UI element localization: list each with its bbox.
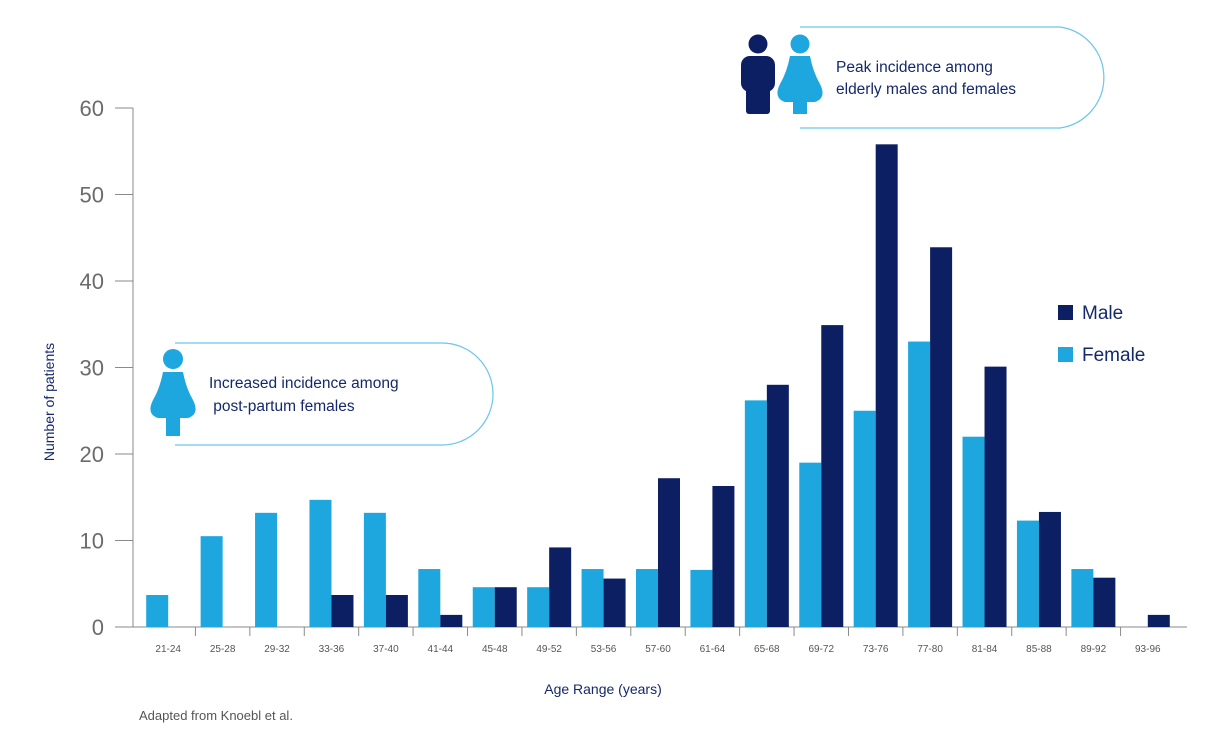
x-tick-label: 65-68 [754,644,780,655]
bar-female-89-92 [1071,569,1094,627]
x-tick-label: 49-52 [536,644,562,655]
x-tick-label: 37-40 [373,644,399,655]
bar-female-65-68 [744,400,767,627]
legend-label-female: Female [1082,345,1145,366]
x-tick-label: 45-48 [482,644,508,655]
bar-female-85-88 [1016,520,1039,627]
bar-female-41-44 [418,569,441,627]
bar-male-77-80 [930,247,953,627]
x-tick-label: 53-56 [591,644,617,655]
female-icon [150,349,196,436]
bar-female-61-64 [690,569,713,627]
bar-male-85-88 [1038,511,1061,627]
y-tick-label: 30 [80,356,104,381]
bar-female-77-80 [908,341,931,627]
bar-male-53-56 [603,578,626,627]
x-tick-label: 41-44 [428,644,454,655]
source-note: Adapted from Knoebl et al. [139,708,293,723]
x-tick-label: 85-88 [1026,644,1052,655]
y-tick-label: 0 [92,615,104,640]
bar-male-69-72 [821,325,844,627]
x-tick-label: 61-64 [700,644,726,655]
y-axis-label: Number of patients [41,343,57,461]
x-axis-label: Age Range (years) [544,681,662,697]
bar-male-37-40 [385,594,408,627]
bar-male-65-68 [766,384,789,627]
bar-male-41-44 [440,614,463,627]
bar-female-49-52 [527,587,550,627]
annotation-bubble [175,342,494,446]
y-axis-ticks: 0 10 20 30 40 50 60 [80,96,133,640]
x-tick-label: 29-32 [264,644,290,655]
bar-female-73-76 [853,410,876,627]
bar-female-33-36 [309,499,332,627]
x-tick-label: 93-96 [1135,644,1161,655]
bar-female-45-48 [472,587,495,627]
bar-female-29-32 [255,512,278,627]
bar-male-89-92 [1093,577,1116,627]
bar-male-61-64 [712,486,735,627]
bar-male-49-52 [549,547,572,627]
y-tick-label: 50 [80,183,104,208]
bar-male-33-36 [331,594,354,627]
y-tick-label: 10 [80,529,104,554]
annotation-peak-text: Peak incidence among elderly males and f… [836,59,1016,98]
x-tick-label: 81-84 [972,644,998,655]
bar-male-81-84 [984,366,1007,627]
legend: Male Female [1058,303,1145,366]
x-tick-label: 73-76 [863,644,889,655]
x-tick-label: 57-60 [645,644,671,655]
x-tick-label: 33-36 [319,644,345,655]
legend-label-male: Male [1082,303,1123,324]
x-tick-label: 21-24 [155,644,181,655]
x-tick-label: 25-28 [210,644,236,655]
x-tick-label: 89-92 [1081,644,1107,655]
y-tick-label: 20 [80,442,104,467]
bar-male-57-60 [658,478,680,627]
bar-female-81-84 [962,436,985,627]
bar-female-53-56 [581,569,604,627]
female-icon [777,34,823,114]
bar-female-25-28 [200,536,223,627]
annotation-postpartum-text: Increased incidence among post-partum fe… [0,0,429,415]
legend-swatch-male [1058,305,1073,320]
x-tick-label: 77-80 [917,644,943,655]
male-icon [741,34,775,114]
bar-male-93-96 [1147,614,1170,627]
x-axis-ticks: 21-24 25-28 29-32 33-36 37-40 41-44 45-48 49-52… [155,627,1161,655]
annotation-bubble [800,26,1105,129]
bar-male-73-76 [875,144,898,627]
bar-female-21-24 [146,594,169,627]
y-tick-label: 40 [80,269,104,294]
x-tick-label: 69-72 [808,644,834,655]
bar-female-69-72 [799,462,822,627]
legend-swatch-female [1058,347,1073,362]
annotation-peak: Peak incidence among elderly males and f… [741,26,1105,129]
annotation-postpartum: Increased incidence among post-partum fe… [0,0,494,446]
bars [146,144,1170,627]
bar-female-37-40 [363,512,386,627]
bar-female-57-60 [636,569,658,627]
bar-male-45-48 [494,587,517,627]
y-tick-label: 60 [80,96,104,121]
